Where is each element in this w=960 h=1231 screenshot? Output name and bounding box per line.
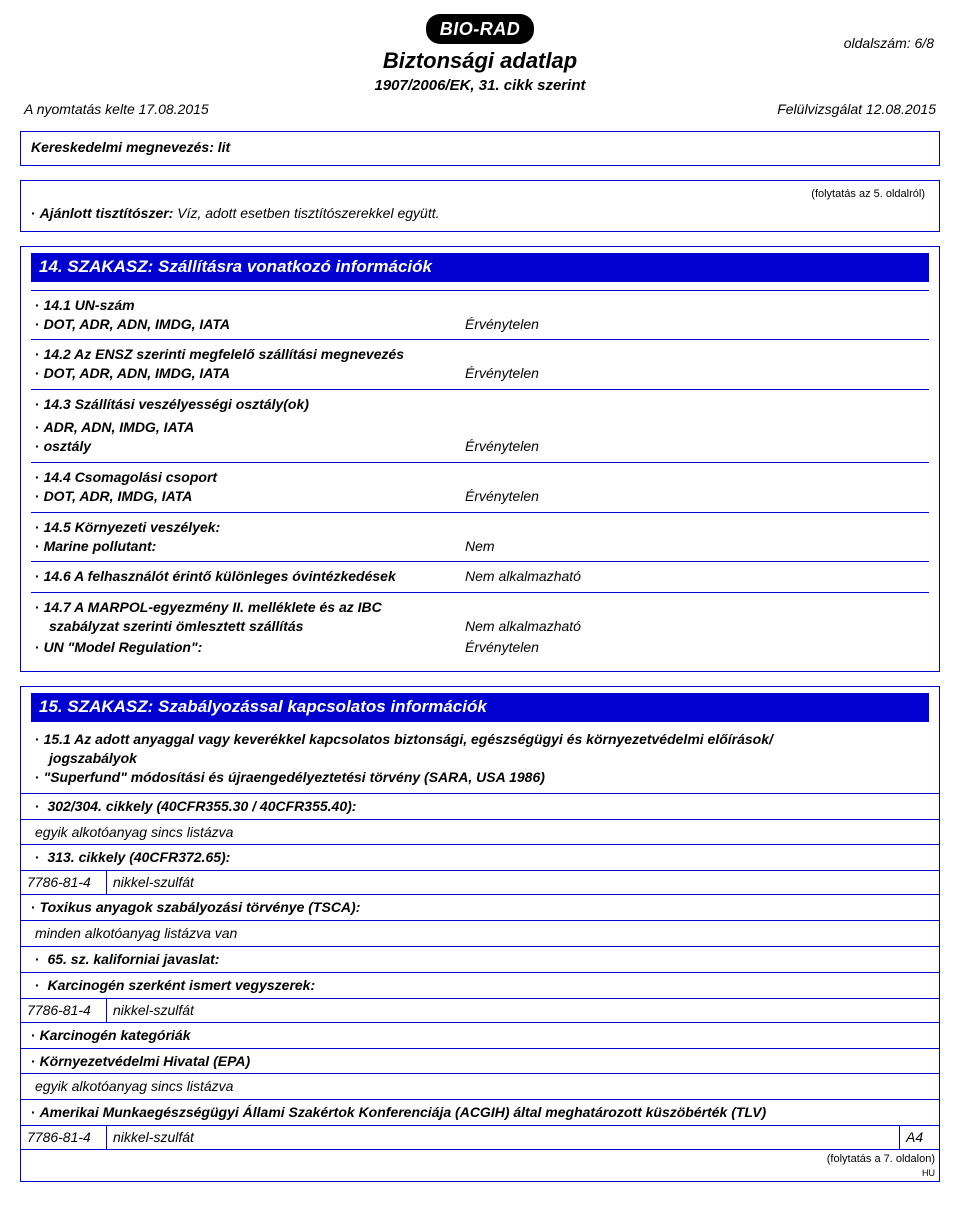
s15-carc-t: Karcinogén szerként ismert vegyszerek: [47,977,315,993]
cas-acgih: 7786-81-4 [21,1126,107,1149]
meta-row: A nyomtatás kelte 17.08.2015 Felülvizsgá… [20,100,940,119]
document-header: BIO-RAD oldalszám: 6/8 Biztonsági adatla… [20,10,940,131]
s15-1-t2: jogszabályok [49,750,137,766]
s15-tsca-v: minden alkotóanyag listázva van [35,925,237,941]
trade-name-label: Kereskedelmi megnevezés: [31,139,214,155]
cleaner-label: Ajánlott tisztítószer: [40,205,174,221]
s14-2-key: DOT, ADR, ADN, IMDG, IATA [44,365,230,381]
s15-ca65-t: 65. sz. kaliforniai javaslat: [47,951,219,967]
revision-date: Felülvizsgálat 12.08.2015 [777,100,936,119]
s14-3-title: 14.3 Szállítási veszélyességi osztály(ok… [44,396,309,412]
s14-5: · 14.5 Környezeti veszélyek: · Marine po… [31,512,929,562]
trade-name-value: lit [218,139,230,155]
s14-6: · 14.6 A felhasználót érintő különleges … [31,561,929,592]
s14-5-key: Marine pollutant: [44,538,157,554]
s14-2: · 14.2 Az ENSZ szerinti megfelelő szállí… [31,339,929,389]
document-title: Biztonsági adatlap [20,46,940,76]
s14-1-title: 14.1 UN-szám [44,297,135,313]
trade-name-box: Kereskedelmi megnevezés: lit [20,131,940,166]
lang-mark: HU [21,1167,939,1179]
section-14-heading: 14. SZAKASZ: Szállításra vonatkozó infor… [31,253,929,282]
page-number: oldalszám: 6/8 [844,34,934,53]
s14-6-val: Nem alkalmazható [465,567,925,586]
logo-wrap: BIO-RAD [20,10,940,44]
s14-4-val: Érvénytelen [465,487,925,506]
continued-from: (folytatás az 5. oldalról) [31,187,929,202]
s14-3: · 14.3 Szállítási veszélyességi osztály(… [31,389,929,462]
bullet: · [31,205,40,221]
s14-7-t1: 14.7 A MARPOL-egyezmény II. melléklete é… [44,599,382,615]
s15-epa-t: Környezetvédelmi Hivatal (EPA) [40,1053,251,1069]
cleaner-value-text: Víz, adott esetben tisztítószerekkel egy… [177,205,439,221]
s14-3-val: Érvénytelen [465,437,925,456]
s15-313-t: 313. cikkely (40CFR372.65): [47,849,230,865]
s14-3-k1: ADR, ADN, IMDG, IATA [44,419,195,435]
section-15-heading: 15. SZAKASZ: Szabályozással kapcsolatos … [31,693,929,722]
s14-un-key: UN "Model Regulation": [44,639,203,655]
cleaner-box: (folytatás az 5. oldalról) · Ajánlott ti… [20,180,940,232]
s15-carc-cat: Karcinogén kategóriák [40,1027,191,1043]
s14-4: · 14.4 Csomagolási csoport · DOT, ADR, I… [31,462,929,512]
brand-logo: BIO-RAD [426,14,535,44]
a4: A4 [899,1126,939,1149]
s15-epa-v: egyik alkotóanyag sincs listázva [35,1078,233,1094]
chem-carc: nikkel-szulfát [107,999,939,1022]
s14-2-val: Érvénytelen [465,364,925,383]
s14-un-val: Érvénytelen [465,638,925,657]
s14-2-title: 14.2 Az ENSZ szerinti megfelelő szállítá… [44,346,405,362]
s14-3-k2: osztály [44,438,91,454]
s14-4-title: 14.4 Csomagolási csoport [44,469,218,485]
s14-1-val: Érvénytelen [465,315,925,334]
s14-7-val: Nem alkalmazható [465,617,925,636]
s15-sara: "Superfund" módosítási és újraengedélyez… [44,769,545,785]
s15-302-t: 302/304. cikkely (40CFR355.30 / 40CFR355… [47,798,356,814]
s14-7: · 14.7 A MARPOL-egyezmény II. melléklete… [31,592,929,663]
section-15-box: 15. SZAKASZ: Szabályozással kapcsolatos … [20,686,940,1182]
s15-302-v: egyik alkotóanyag sincs listázva [35,824,233,840]
cas-carc: 7786-81-4 [21,999,107,1022]
s15-acgih-t: Amerikai Munkaegészségügyi Állami Szakér… [40,1104,767,1120]
s15-313-row: 7786-81-4 nikkel-szulfát [21,870,939,894]
s14-5-val: Nem [465,537,925,556]
s14-1-key: DOT, ADR, ADN, IMDG, IATA [44,316,230,332]
chem-acgih: nikkel-szulfát [107,1126,899,1149]
document-subtitle: 1907/2006/EK, 31. cikk szerint [20,76,940,96]
cas-313: 7786-81-4 [21,871,107,894]
s15-carc-row: 7786-81-4 nikkel-szulfát [21,998,939,1022]
s15-1-t1: 15.1 Az adott anyaggal vagy keverékkel k… [44,731,773,747]
chem-313: nikkel-szulfát [107,871,939,894]
s14-4-key: DOT, ADR, IMDG, IATA [44,488,193,504]
section-14-box: 14. SZAKASZ: Szállításra vonatkozó infor… [20,246,940,672]
continued-to: (folytatás a 7. oldalon) [21,1149,939,1167]
s15-tsca-t: Toxikus anyagok szabályozási törvénye (T… [40,899,361,915]
s14-5-title: 14.5 Környezeti veszélyek: [44,519,221,535]
print-date: A nyomtatás kelte 17.08.2015 [24,100,209,119]
s14-1: · 14.1 UN-szám · DOT, ADR, ADN, IMDG, IA… [31,290,929,340]
s15-acgih-row: 7786-81-4 nikkel-szulfát A4 [21,1125,939,1149]
s14-6-title: 14.6 A felhasználót érintő különleges óv… [44,568,396,584]
s14-7-t2: szabályzat szerinti ömlesztett szállítás [49,618,303,634]
